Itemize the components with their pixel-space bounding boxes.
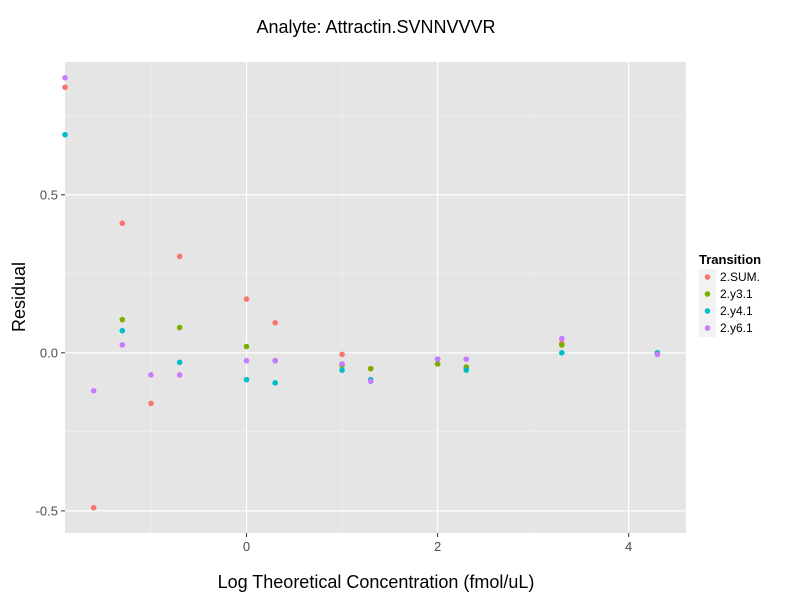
data-point xyxy=(62,84,68,91)
x-tick-label: 4 xyxy=(625,539,632,554)
legend-swatch xyxy=(704,308,711,314)
legend-swatch xyxy=(704,325,711,331)
y-tick-label: 0.0 xyxy=(40,345,58,360)
data-point xyxy=(119,220,126,227)
legend-label: 2.SUM. xyxy=(720,270,760,284)
data-point xyxy=(90,387,97,394)
data-point xyxy=(176,253,183,260)
legend-title: Transition xyxy=(699,252,761,267)
data-point xyxy=(243,357,250,364)
plot-panel xyxy=(65,62,686,533)
data-point xyxy=(148,400,154,407)
legend-label: 2.y3.1 xyxy=(720,287,753,301)
data-point xyxy=(148,372,154,378)
legend: Transition 2.SUM. 2.y3.1 2.y4.1 2.y6.1 xyxy=(699,252,761,337)
data-point xyxy=(654,351,661,358)
data-point xyxy=(463,356,470,362)
data-points xyxy=(62,75,661,511)
x-axis-ticks: 0 2 4 xyxy=(243,533,632,554)
data-point xyxy=(339,361,345,367)
data-point xyxy=(119,316,126,323)
legend-swatch xyxy=(704,274,711,280)
data-point xyxy=(559,350,565,356)
y-tick-label: 0.5 xyxy=(40,187,58,202)
minor-gridlines xyxy=(65,62,686,533)
data-point xyxy=(119,342,126,348)
legend-label: 2.y6.1 xyxy=(720,321,753,335)
data-point xyxy=(243,376,250,383)
x-tick-label: 2 xyxy=(434,539,441,554)
data-point xyxy=(559,335,565,342)
data-point xyxy=(272,357,278,364)
x-axis-title: Log Theoretical Concentration (fmol/uL) xyxy=(218,572,535,592)
data-point xyxy=(243,343,250,350)
data-point xyxy=(367,378,374,385)
data-point xyxy=(119,327,126,334)
data-point xyxy=(176,359,183,366)
data-point xyxy=(339,351,345,358)
data-point xyxy=(62,75,68,81)
data-point xyxy=(434,356,441,362)
y-tick-label: -0.5 xyxy=(36,503,58,518)
data-point xyxy=(272,380,278,386)
data-point xyxy=(463,367,470,374)
x-tick-label: 0 xyxy=(243,539,250,554)
legend-label: 2.y4.1 xyxy=(720,304,753,318)
legend-swatch xyxy=(704,291,711,297)
data-point xyxy=(90,504,97,511)
data-point xyxy=(243,296,250,302)
data-point xyxy=(176,372,183,378)
y-axis-title: Residual xyxy=(9,262,29,332)
legend-items: 2.SUM. 2.y3.1 2.y4.1 2.y6.1 xyxy=(699,269,760,337)
chart-title: Analyte: Attractin.SVNNVVVR xyxy=(256,17,495,37)
data-point xyxy=(434,361,441,367)
data-point xyxy=(559,342,565,348)
y-axis-ticks: -0.5 0.0 0.5 xyxy=(36,187,65,518)
data-point xyxy=(176,324,183,331)
data-point xyxy=(62,131,68,138)
data-point xyxy=(367,365,374,372)
data-point xyxy=(272,319,278,326)
data-point xyxy=(339,367,345,374)
